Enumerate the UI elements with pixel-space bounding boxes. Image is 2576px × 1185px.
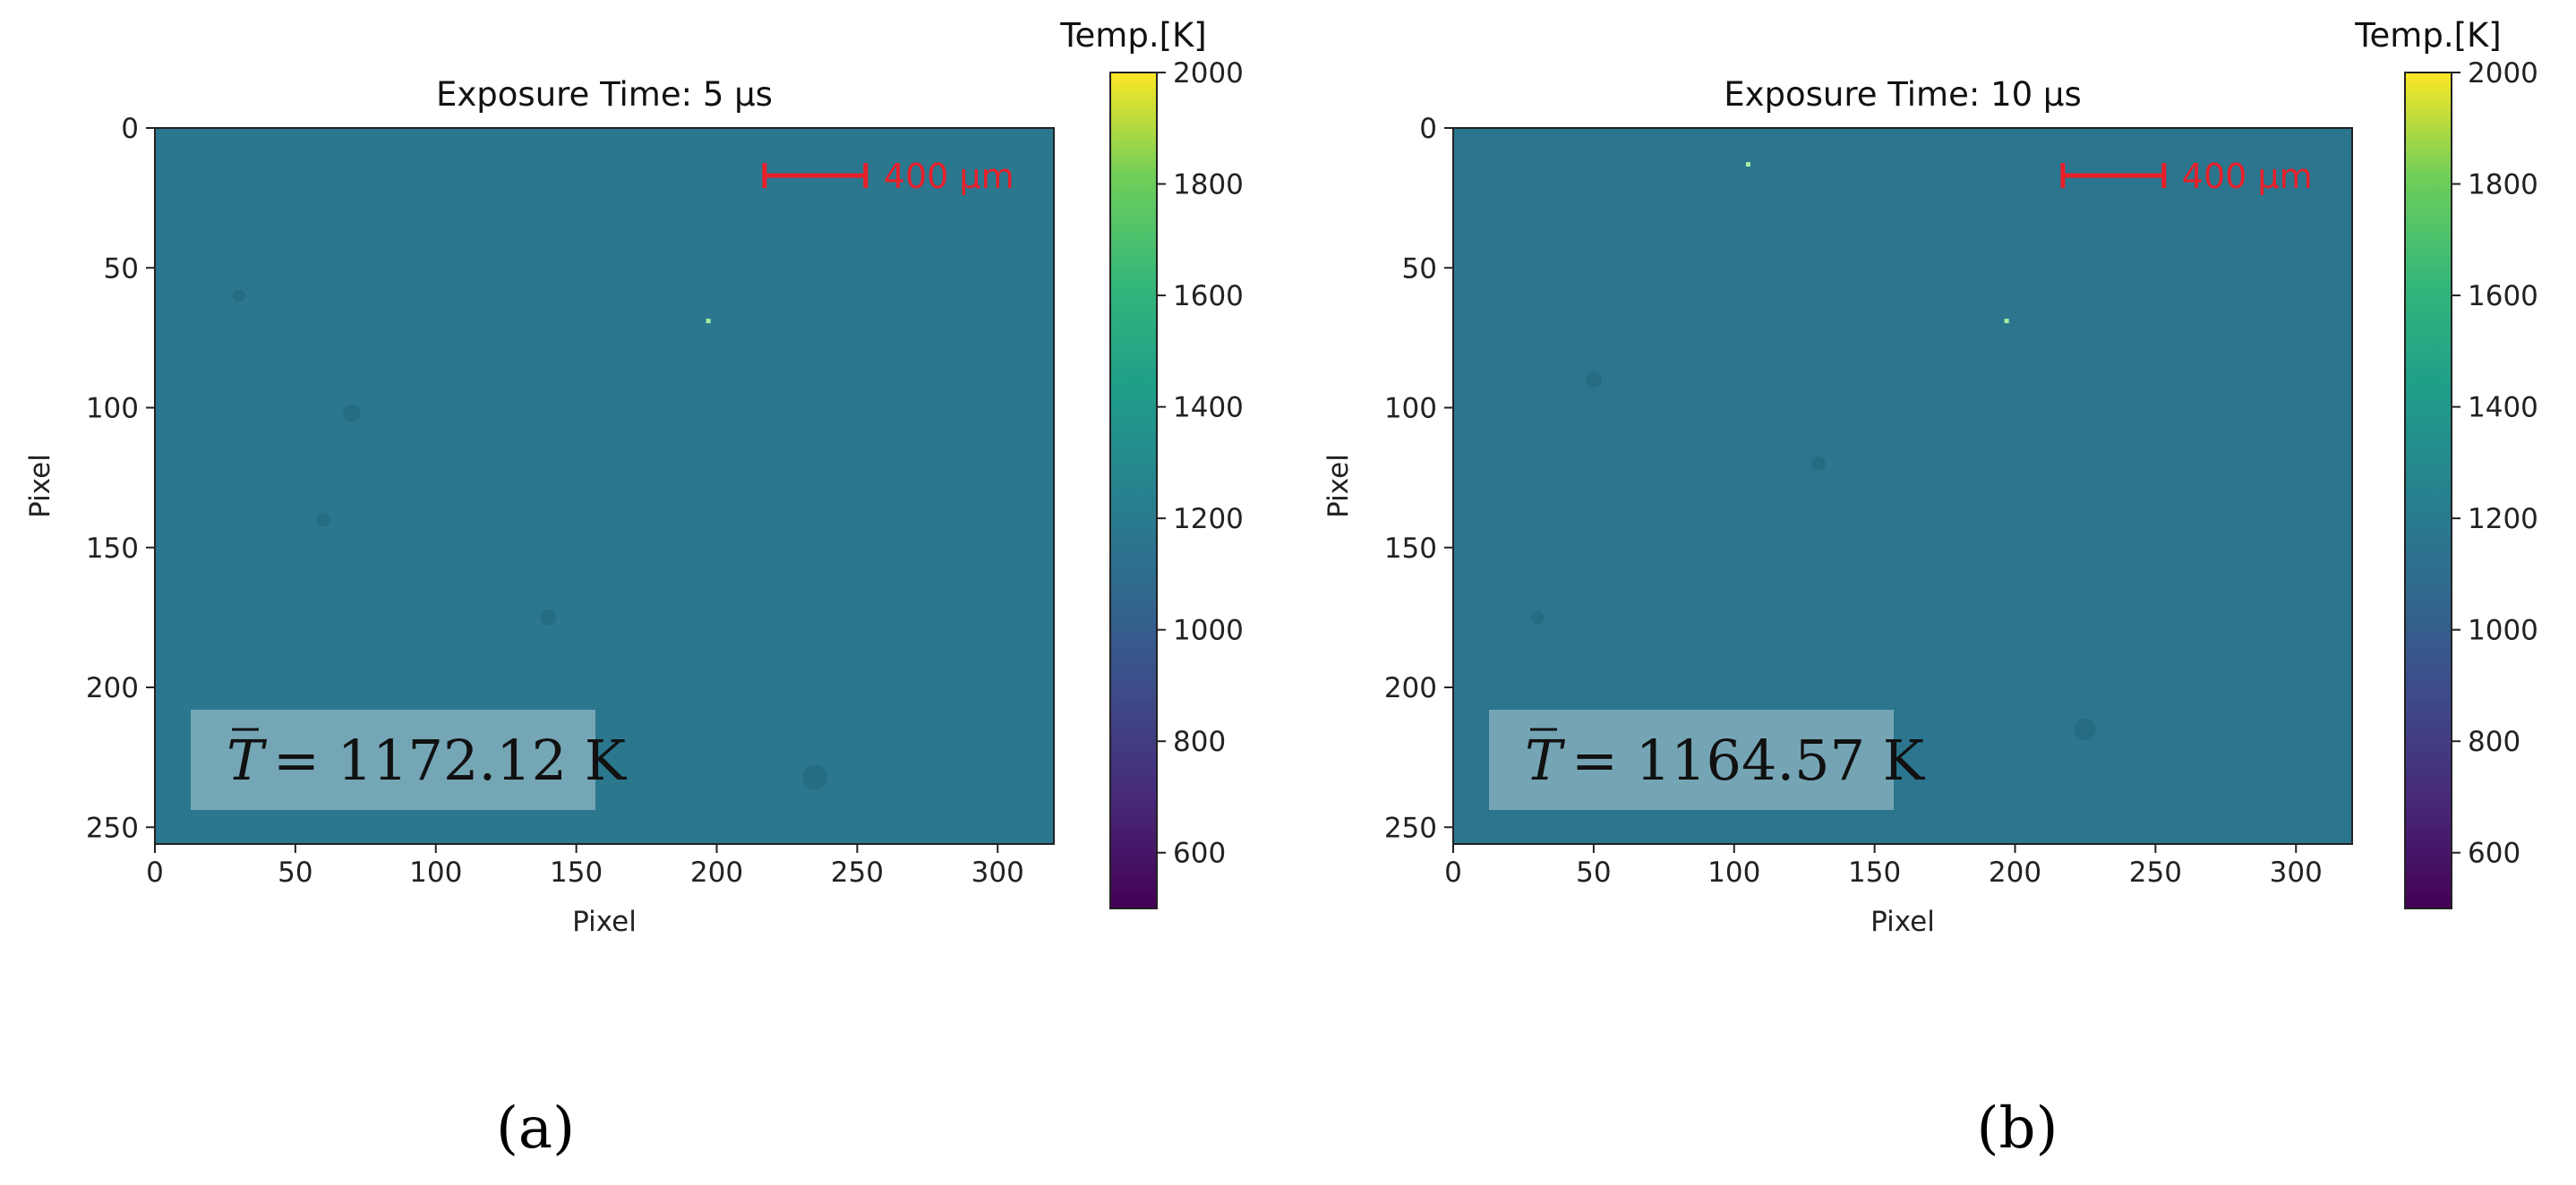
y-tick-label: 200	[1384, 672, 1437, 704]
colorbar-tick-label: 2000	[1173, 57, 1244, 90]
x-tick-label: 50	[1576, 857, 1611, 889]
y-tick-label: 50	[104, 252, 139, 285]
colorbar-tick-label: 600	[2468, 838, 2520, 870]
panel-label: (b)	[1977, 1095, 2058, 1162]
heatmap-panel-b: Exposure Time: 10 μs 0 50 100 150 200 250 300 0 5…	[1322, 16, 2538, 1162]
x-axis-label: Pixel	[572, 906, 637, 938]
colorbar-tick-label: 1800	[1173, 169, 1244, 201]
heatmap-panel-a: Exposure Time: 5 μs 0 50 100 150 200 250 300 0 50…	[24, 16, 1244, 1162]
colorbar-tick-label: 1200	[2468, 503, 2538, 535]
colorbar-title: Temp.[K]	[2354, 16, 2502, 55]
heatmap-texture-spot	[316, 512, 331, 527]
chart-title: Exposure Time: 5 μs	[436, 75, 773, 114]
y-tick-label: 0	[1419, 113, 1437, 145]
heatmap-texture-spot	[2074, 718, 2096, 740]
y-tick-label: 50	[1402, 252, 1437, 285]
hot-pixel	[706, 319, 711, 324]
colorbar-tick-label: 1000	[1173, 615, 1244, 647]
colorbar-title: Temp.[K]	[1059, 16, 1207, 55]
heatmap-texture-spot	[233, 289, 246, 303]
mean-annotation-text: = 1172.12 K	[273, 728, 628, 793]
plot-frame	[1452, 127, 2353, 845]
hot-pixel	[1745, 162, 1750, 167]
x-tick-label: 100	[409, 857, 462, 889]
heatmap-texture-spot	[1531, 610, 1545, 624]
y-axis-label: Pixel	[24, 454, 56, 518]
mean-symbol: T	[227, 728, 268, 793]
scale-bar-label: 400 μm	[2182, 157, 2313, 196]
y-tick-label: 250	[1384, 812, 1437, 844]
colorbar	[1110, 72, 1157, 908]
y-tick-label: 150	[86, 533, 139, 565]
heatmap-texture-spot	[1585, 371, 1602, 388]
colorbar-tick-label: 2000	[2468, 57, 2538, 90]
hot-pixel	[2004, 319, 2009, 324]
x-tick-label: 0	[1444, 857, 1462, 889]
y-tick-label: 100	[86, 393, 139, 425]
colorbar-tick-label: 1600	[1173, 280, 1244, 312]
y-tick-label: 250	[86, 812, 139, 844]
colorbar-tick-label: 1400	[2468, 392, 2538, 424]
mean-annotation-text: = 1164.57 K	[1571, 728, 1926, 793]
x-tick-label: 150	[550, 857, 603, 889]
x-tick-label: 100	[1707, 857, 1760, 889]
mean-symbol: T	[1525, 728, 1566, 793]
chart-title: Exposure Time: 10 μs	[1724, 75, 2081, 114]
colorbar-tick-label: 800	[1173, 726, 1226, 758]
x-tick-label: 150	[1848, 857, 1901, 889]
y-axis-label: Pixel	[1322, 454, 1355, 518]
panel-label: (a)	[496, 1095, 575, 1162]
y-tick-label: 0	[121, 113, 139, 145]
mean-annotation-box	[191, 710, 595, 810]
colorbar-frame	[2404, 72, 2452, 909]
x-tick-label: 200	[1989, 857, 2041, 889]
heatmap-texture-spot	[1810, 456, 1826, 471]
heatmap-texture-spot	[342, 404, 361, 422]
y-tick-label: 100	[1384, 393, 1437, 425]
colorbar-frame	[1109, 72, 1158, 909]
heatmap-field	[155, 128, 1054, 844]
x-tick-label: 0	[146, 857, 164, 889]
heatmap-texture-spot	[540, 609, 557, 626]
x-tick-label: 300	[971, 857, 1024, 889]
colorbar-tick-label: 1800	[2468, 169, 2538, 201]
x-tick-label: 300	[2270, 857, 2323, 889]
x-tick-label: 250	[2129, 857, 2182, 889]
x-tick-label: 200	[690, 857, 743, 889]
x-tick-label: 250	[831, 857, 884, 889]
mean-annotation-box	[1489, 710, 1894, 810]
colorbar-tick-label: 1600	[2468, 280, 2538, 312]
plot-frame	[154, 127, 1055, 845]
colorbar-tick-label: 1200	[1173, 503, 1244, 535]
colorbar-tick-label: 800	[2468, 726, 2520, 758]
x-tick-label: 50	[278, 857, 312, 889]
y-tick-label: 150	[1384, 533, 1437, 565]
colorbar-tick-label: 1400	[1173, 392, 1244, 424]
x-axis-label: Pixel	[1870, 906, 1935, 938]
heatmap-field	[1453, 128, 2352, 844]
scale-bar-label: 400 μm	[884, 157, 1014, 196]
y-tick-label: 200	[86, 672, 139, 704]
colorbar	[2405, 72, 2452, 908]
colorbar-tick-label: 600	[1173, 838, 1226, 870]
colorbar-tick-label: 1000	[2468, 615, 2538, 647]
heatmap-texture-spot	[802, 764, 828, 789]
